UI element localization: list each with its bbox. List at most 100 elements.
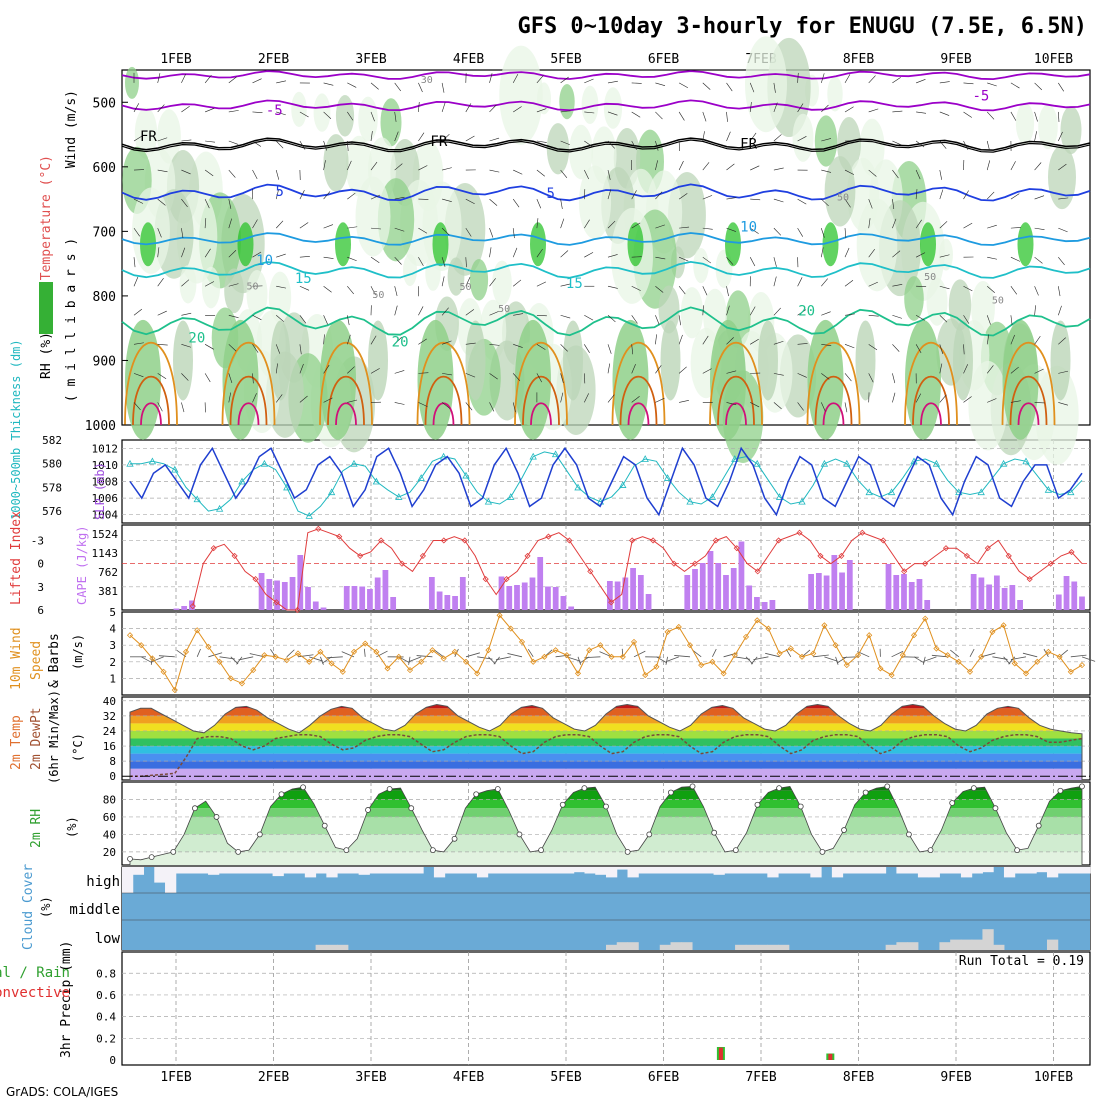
cape-bar: [258, 573, 265, 610]
cloud-high-clear: [122, 867, 134, 893]
wind-barb: [963, 364, 968, 374]
wind-barb: [442, 198, 452, 202]
rh-shade-high: [627, 222, 644, 267]
thickness-point: [574, 483, 582, 491]
wind-speed-point: [899, 652, 906, 659]
wind-barb: [824, 656, 838, 662]
wind-barb: [493, 656, 500, 665]
date-label-bottom: 8FEB: [843, 1070, 874, 1085]
cloud-high-clear: [1036, 867, 1048, 873]
wind-tick-label: 5: [109, 606, 116, 619]
date-label-top: 9FEB: [940, 52, 971, 67]
wind-barb: [584, 252, 594, 258]
cloud-high-clear: [229, 867, 241, 874]
wind-barb: [797, 103, 804, 113]
wind-barb: [394, 227, 405, 232]
wind-barb: [536, 248, 543, 258]
cape-bar: [606, 581, 613, 610]
wind-barb: [370, 256, 380, 264]
cape-bar: [537, 557, 544, 610]
cape-bar: [761, 602, 768, 610]
wind-barb: [299, 344, 302, 355]
cloud-high-clear: [971, 867, 983, 874]
wind-barb: [678, 193, 688, 200]
li-tick-label: 6: [37, 604, 44, 617]
cloud-high-clear: [649, 867, 661, 874]
cloud-low-bar: [971, 939, 983, 950]
cloud-low-bar: [767, 944, 779, 950]
contour-25: [124, 342, 178, 426]
wind-barb: [276, 285, 287, 289]
wind-barb: [560, 169, 568, 179]
cloud-high-clear: [444, 867, 456, 874]
cloud-high-clear: [487, 867, 499, 874]
cloud-high-clear: [1014, 867, 1026, 874]
wind-barb: [773, 307, 781, 316]
wind-barb: [1034, 286, 1039, 296]
wind-barb: [678, 256, 689, 262]
wind-barb: [418, 257, 424, 266]
wind-barb: [577, 656, 582, 665]
wind-barb: [797, 402, 804, 411]
contour-25: [416, 342, 471, 426]
cape-bar: [506, 586, 513, 610]
contour-label: 50: [459, 282, 471, 293]
wind-barb: [536, 218, 539, 229]
wind-barb: [821, 198, 829, 207]
rh-shade-high: [335, 222, 351, 267]
wind-barb: [844, 344, 855, 349]
wind-barb: [702, 256, 712, 264]
wind-barb: [1058, 370, 1069, 374]
rh-shade: [855, 320, 876, 401]
wind-barb: [631, 111, 641, 118]
wind-barb: [157, 104, 165, 113]
wind-barb: [821, 169, 832, 173]
cloud-high-clear: [476, 867, 489, 878]
cape-bar: [529, 577, 536, 610]
lifted-index-point: [440, 537, 447, 544]
wind-speed-point: [866, 632, 873, 639]
cloud-level-label: middle: [69, 902, 120, 918]
wind-barb: [323, 224, 334, 229]
wind-barb: [252, 251, 262, 258]
rh-shade: [291, 91, 307, 127]
cape-bar: [723, 575, 729, 610]
wind-barb: [566, 656, 581, 662]
lifted-index-point: [419, 552, 426, 559]
wind-barb: [939, 344, 944, 354]
wind-barb: [489, 373, 498, 380]
wind-barb: [252, 344, 259, 353]
wind-barb: [679, 226, 690, 229]
rh-tick-label: 20: [103, 846, 116, 859]
wind-barb: [868, 169, 877, 177]
cloud-high-clear: [326, 867, 338, 878]
wind-barb: [536, 373, 543, 383]
wind-barb: [621, 648, 624, 657]
wind-barb: [527, 648, 534, 658]
wind-barb: [631, 140, 637, 150]
rh-point: [343, 847, 350, 854]
rh-shade: [134, 107, 158, 159]
wind-barb: [275, 394, 283, 403]
contour-25: [319, 342, 373, 426]
date-label-top: 2FEB: [258, 52, 289, 67]
wind-barb: [513, 344, 523, 348]
wind-speed-point: [160, 668, 167, 675]
wind-barb: [228, 140, 239, 145]
wind-barb: [702, 162, 710, 171]
wind-barb: [678, 286, 686, 295]
wind-barb: [892, 392, 896, 403]
precip-convective-bar: [828, 1053, 833, 1060]
rh-point: [603, 803, 609, 810]
thickness-point: [641, 455, 649, 462]
wind-speed-point: [1011, 660, 1018, 667]
wind-barb: [963, 285, 973, 292]
rh-point: [516, 831, 523, 838]
rh-shade: [559, 84, 575, 120]
wind-barb: [370, 194, 381, 200]
wind-barb: [753, 656, 769, 661]
cloud-low-bar: [778, 944, 790, 950]
wind-barb: [844, 247, 850, 258]
wind-barb: [441, 82, 445, 93]
rh-point: [581, 785, 588, 792]
